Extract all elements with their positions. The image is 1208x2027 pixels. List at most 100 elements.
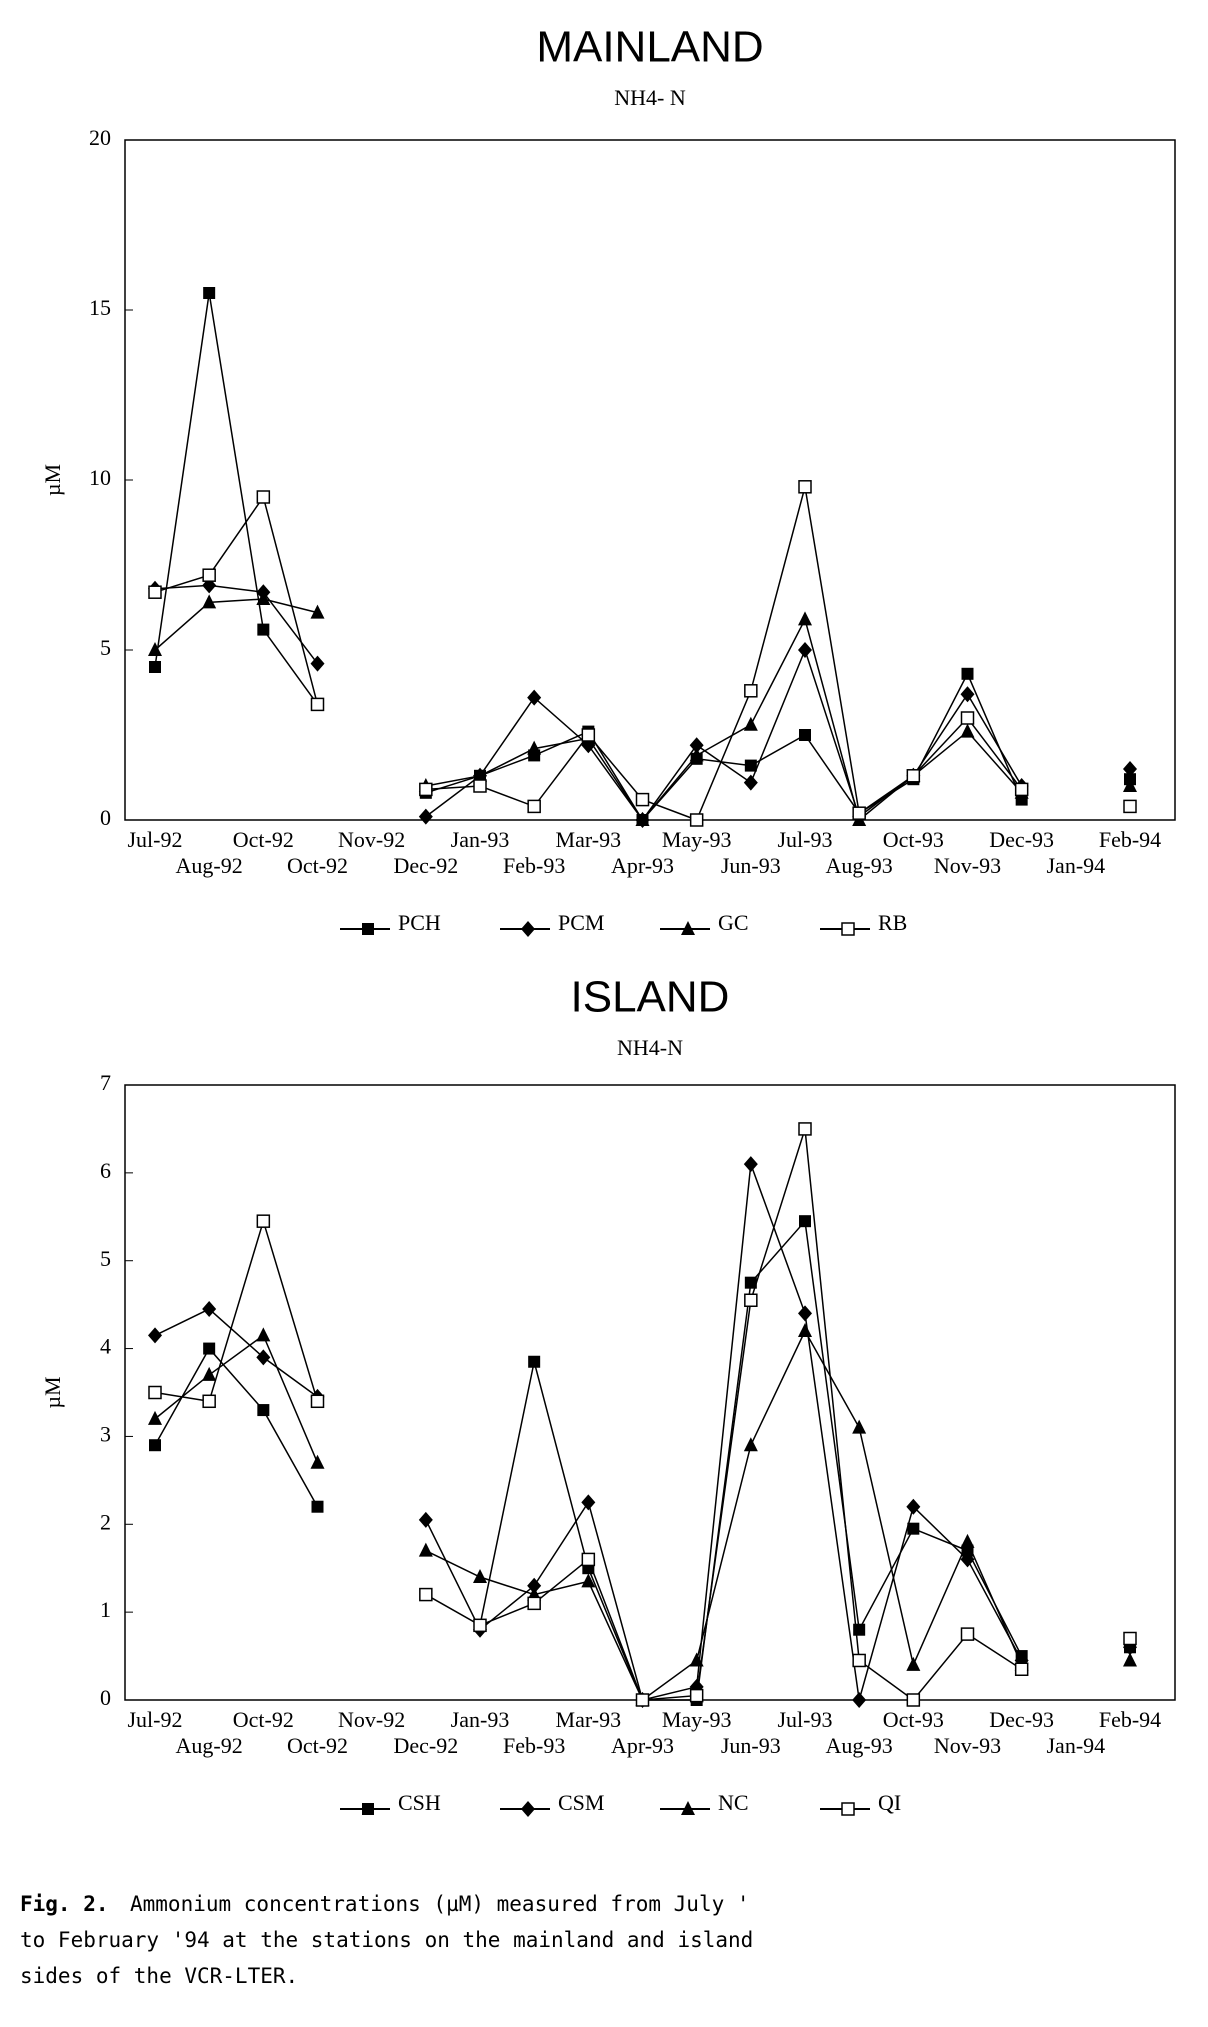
x-tick-label: Aug-93 <box>826 1733 893 1758</box>
data-point <box>960 686 975 703</box>
x-tick-label: Jul-93 <box>778 1707 833 1732</box>
legend-marker <box>362 923 374 935</box>
x-tick-label: Oct-92 <box>287 853 348 878</box>
x-tick-label: Nov-92 <box>338 827 405 852</box>
data-point <box>960 723 975 738</box>
y-tick-label: 2 <box>100 1509 111 1534</box>
y-tick-label: 0 <box>100 805 111 830</box>
x-tick-label: Oct-92 <box>287 1733 348 1758</box>
data-point <box>149 661 161 673</box>
data-point <box>743 774 758 791</box>
x-tick-label: Dec-92 <box>393 1733 458 1758</box>
data-point <box>148 642 162 656</box>
data-point <box>1014 1662 1029 1676</box>
x-tick-label: Mar-93 <box>556 1707 622 1732</box>
data-point <box>202 594 217 609</box>
data-point <box>473 767 487 782</box>
data-point <box>961 667 974 680</box>
data-point <box>256 1349 271 1366</box>
data-point <box>256 490 271 504</box>
legend-label: NC <box>718 1790 749 1815</box>
x-tick-label: Jan-93 <box>451 1707 510 1732</box>
legend-marker <box>841 1802 855 1816</box>
data-point <box>148 1410 162 1425</box>
data-point <box>581 1573 596 1588</box>
data-point <box>202 568 216 582</box>
x-tick-label: Jun-93 <box>721 1733 781 1758</box>
legend-label: CSM <box>558 1790 604 1815</box>
data-point <box>743 1437 758 1452</box>
x-tick-label: May-93 <box>662 1707 732 1732</box>
x-tick-label: Jun-93 <box>721 853 781 878</box>
data-point <box>527 1577 542 1594</box>
y-tick-label: 1 <box>100 1597 111 1622</box>
data-point <box>418 808 433 825</box>
y-tick-label: 3 <box>100 1421 111 1446</box>
data-point <box>581 1494 596 1511</box>
data-point <box>203 287 216 299</box>
data-point <box>1014 782 1029 797</box>
x-tick-label: Oct-92 <box>233 827 294 852</box>
caption-label: Fig. 2. <box>20 1892 109 1916</box>
x-tick-label: Nov-93 <box>934 853 1001 878</box>
x-tick-label: Nov-93 <box>934 1733 1001 1758</box>
data-point <box>744 684 758 698</box>
data-point <box>202 1366 217 1381</box>
x-tick-label: Apr-93 <box>611 1733 674 1758</box>
data-point <box>418 1542 433 1557</box>
x-tick-label: Feb-94 <box>1099 1707 1161 1732</box>
series-line <box>155 599 1130 820</box>
data-point <box>744 1276 757 1289</box>
legend-marker <box>521 921 535 937</box>
x-tick-label: Jul-93 <box>778 827 833 852</box>
data-point <box>960 1627 975 1641</box>
x-tick-label: Aug-93 <box>826 853 893 878</box>
data-point <box>744 759 757 772</box>
legend-marker <box>521 1801 535 1817</box>
chart-subtitle: NH4- N <box>614 85 686 110</box>
data-point <box>419 782 433 797</box>
data-point <box>689 1688 704 1703</box>
data-point <box>418 1511 433 1528</box>
legend-label: GC <box>718 910 749 935</box>
data-point <box>202 1301 217 1318</box>
data-point <box>960 711 975 725</box>
data-point <box>527 740 542 755</box>
y-tick-label: 6 <box>100 1158 111 1183</box>
x-tick-label: Nov-92 <box>338 1707 405 1732</box>
series-line <box>155 1129 1130 1700</box>
x-tick-label: May-93 <box>662 827 732 852</box>
x-tick-label: Mar-93 <box>556 827 622 852</box>
x-tick-label: Jan-94 <box>1047 853 1106 878</box>
data-point <box>148 1385 162 1400</box>
x-tick-label: Oct-93 <box>883 1707 944 1732</box>
data-point <box>149 1439 161 1452</box>
x-tick-label: Oct-92 <box>233 1707 294 1732</box>
data-point <box>798 1305 812 1322</box>
data-point <box>581 1552 596 1567</box>
x-tick-label: Jul-92 <box>128 1707 183 1732</box>
data-point <box>798 1323 812 1337</box>
data-point <box>798 480 812 494</box>
y-tick-label: 0 <box>100 1685 111 1710</box>
data-point <box>635 1693 650 1707</box>
legend-marker <box>841 922 855 936</box>
data-point <box>1123 778 1137 792</box>
caption-line: sides of the VCR-LTER. <box>20 1964 298 1988</box>
data-point <box>689 747 704 762</box>
x-tick-label: Jan-94 <box>1047 1733 1106 1758</box>
data-point <box>256 1214 271 1228</box>
data-point <box>852 1692 867 1708</box>
data-point <box>743 1156 758 1173</box>
data-point <box>527 799 541 814</box>
data-point <box>256 1327 271 1342</box>
data-point <box>257 1404 270 1417</box>
data-point <box>581 728 596 742</box>
data-point <box>310 604 325 619</box>
data-point <box>473 779 487 793</box>
data-point <box>743 716 758 731</box>
plot-frame <box>124 139 1176 821</box>
data-point <box>1123 1631 1137 1646</box>
legend-label: PCH <box>398 910 441 935</box>
x-tick-label: Feb-94 <box>1099 827 1161 852</box>
